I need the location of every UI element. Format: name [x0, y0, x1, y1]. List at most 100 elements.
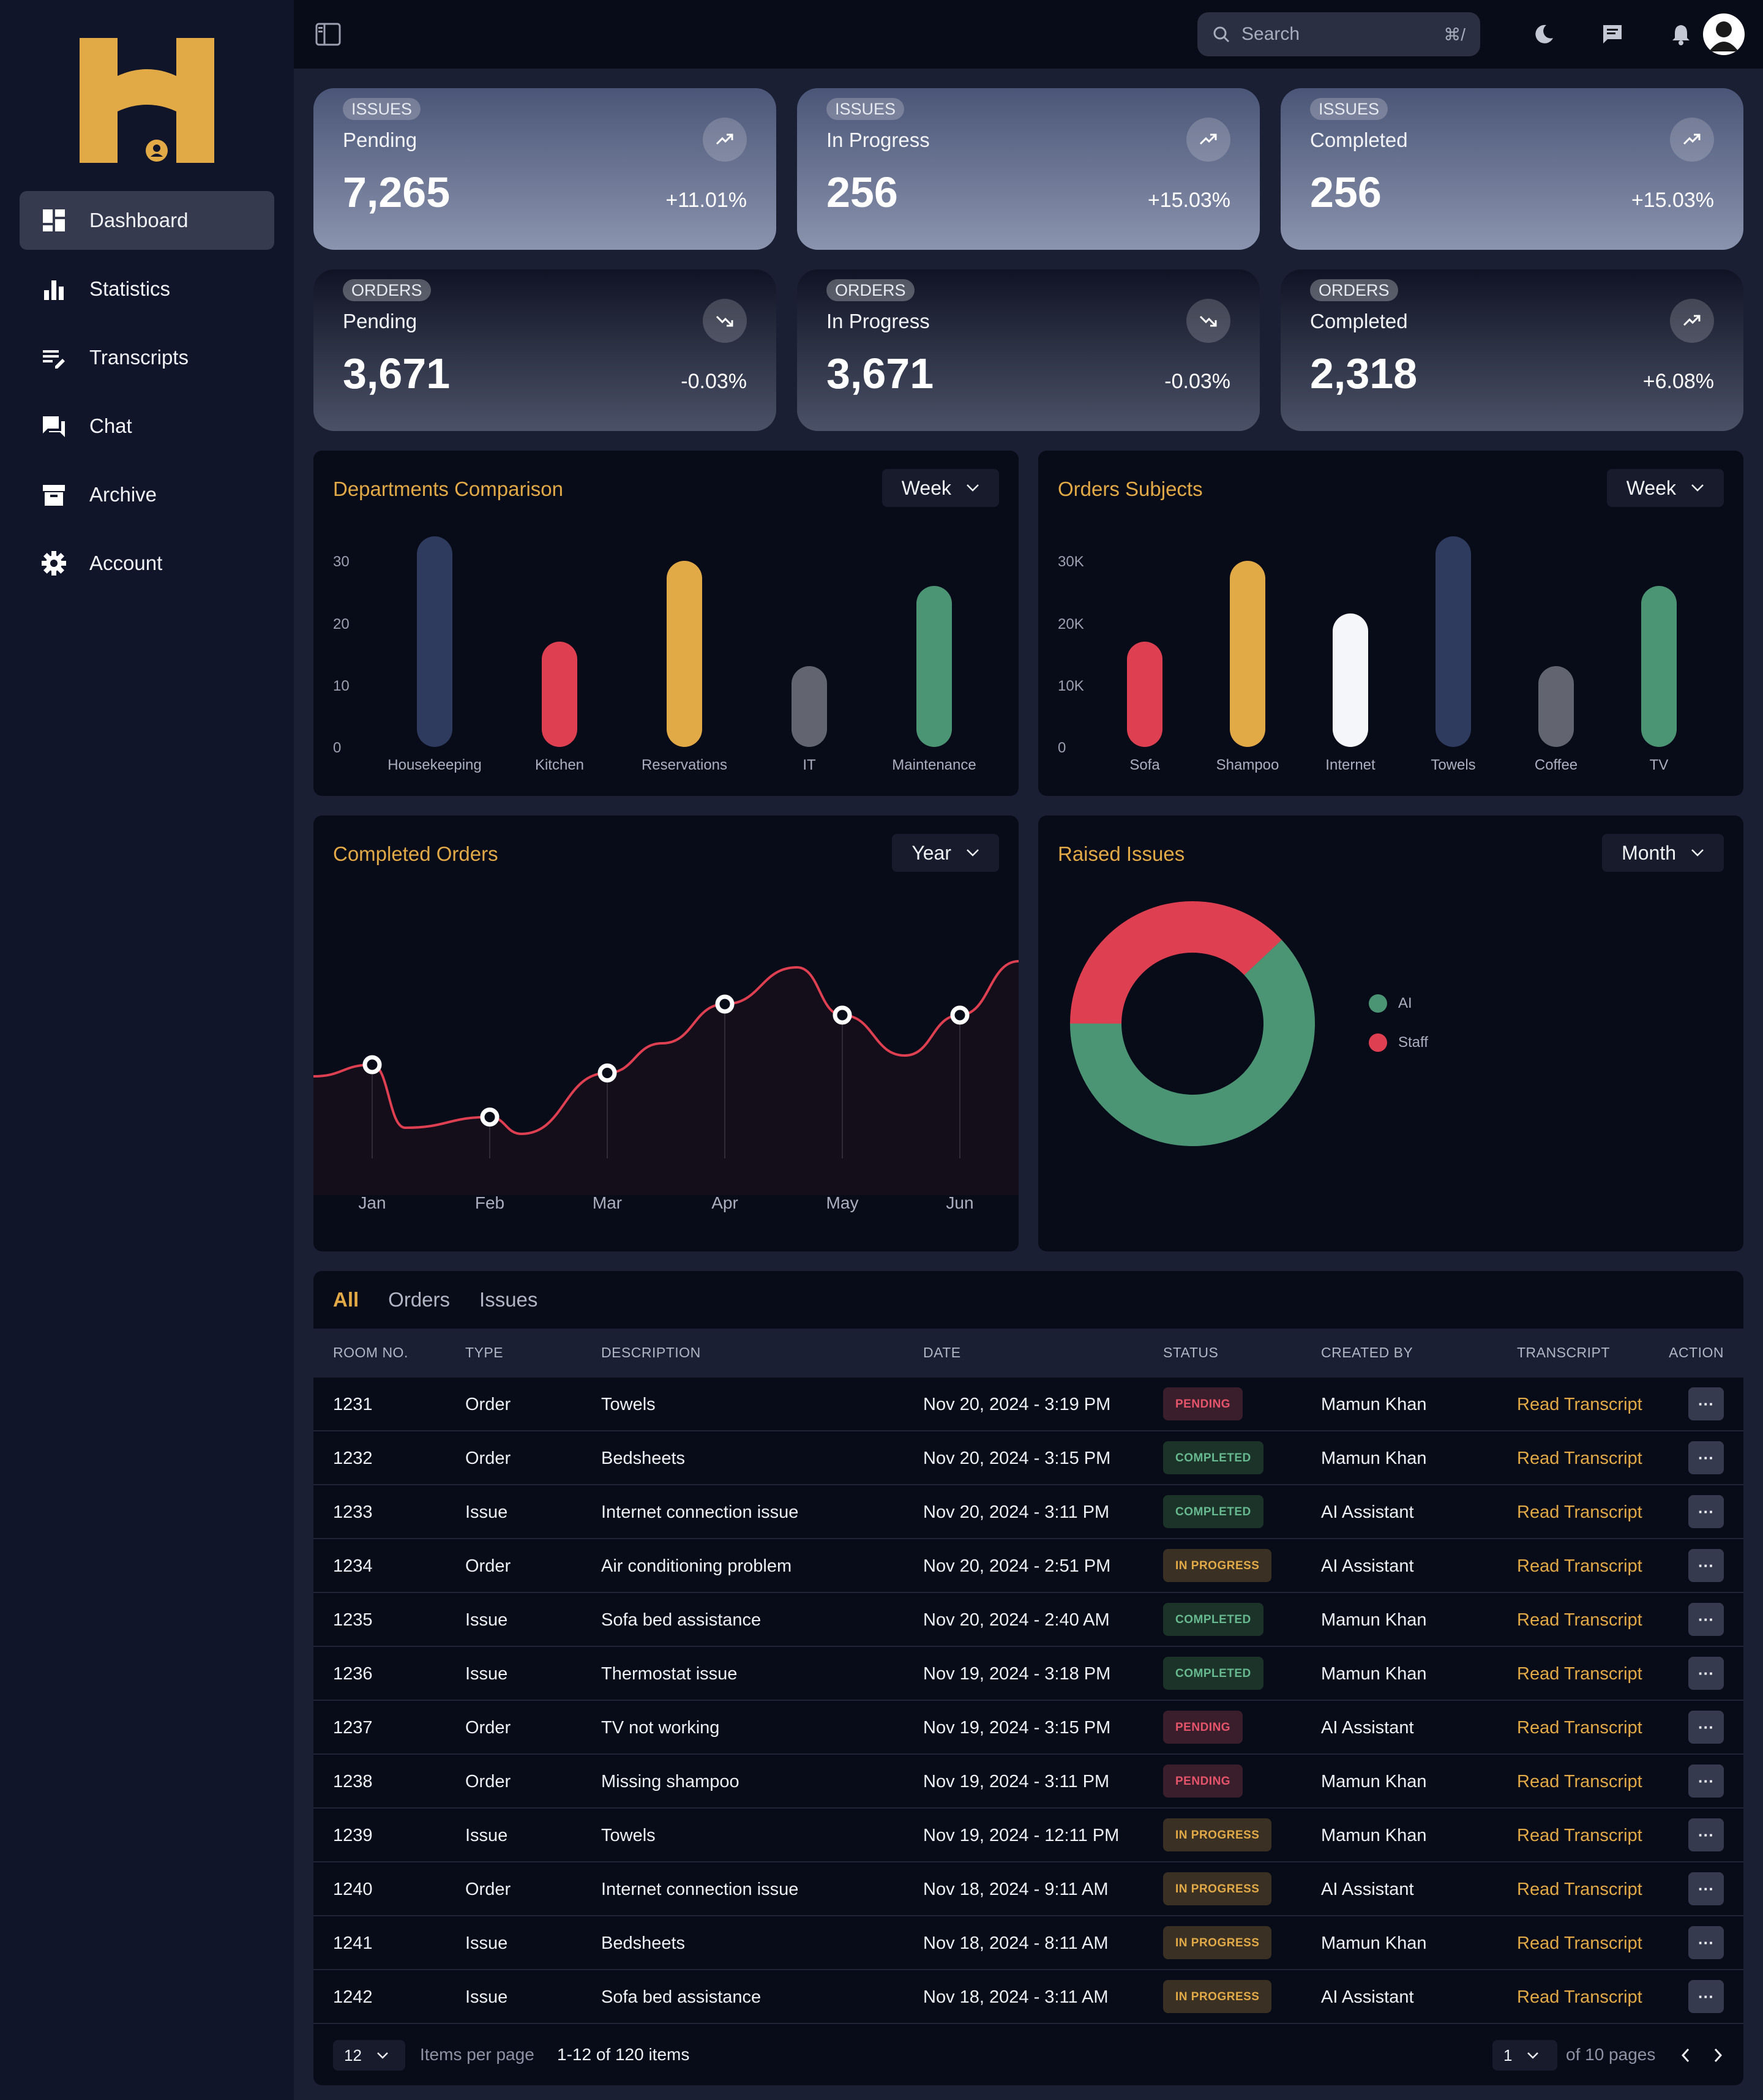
tab-all[interactable]: All [333, 1288, 359, 1311]
x-tick-label: Sofa [1129, 757, 1160, 773]
bar[interactable] [1435, 536, 1471, 747]
tab-issues[interactable]: Issues [479, 1288, 538, 1311]
row-action-button[interactable]: ··· [1688, 1764, 1724, 1798]
read-transcript-link[interactable]: Read Transcript [1517, 1664, 1642, 1684]
column-header: STATUS [1163, 1344, 1219, 1360]
bar[interactable] [1538, 666, 1574, 747]
stat-value: 256 [826, 168, 898, 216]
row-action-button[interactable]: ··· [1688, 1980, 1724, 2013]
cell-type: Issue [465, 1502, 508, 1522]
page-select[interactable]: 1 [1492, 2040, 1557, 2071]
subjects-filter-dropdown[interactable]: Week [1606, 469, 1724, 507]
raised-issues-donut-chart [1070, 901, 1315, 1146]
read-transcript-link[interactable]: Read Transcript [1517, 1987, 1642, 2007]
read-transcript-link[interactable]: Read Transcript [1517, 1772, 1642, 1791]
orders-subjects-panel: Orders Subjects Week 30K 20K 10K 0 Sofa Shamp… [1038, 451, 1743, 796]
stat-change: +15.03% [1631, 189, 1714, 212]
sidebar-item-dashboard[interactable]: Dashboard [20, 191, 274, 250]
x-tick-label: Reservations [641, 757, 728, 773]
read-transcript-link[interactable]: Read Transcript [1517, 1880, 1642, 1899]
read-transcript-link[interactable]: Read Transcript [1517, 1718, 1642, 1738]
bar[interactable] [1127, 642, 1162, 747]
bar[interactable] [792, 666, 827, 747]
cell-description: Towels [601, 1395, 656, 1414]
row-action-button[interactable]: ··· [1688, 1495, 1724, 1528]
stat-label: Pending [343, 310, 417, 332]
raised-filter-dropdown[interactable]: Month [1602, 834, 1724, 872]
bell-icon[interactable] [1668, 21, 1694, 48]
trend-up-icon[interactable] [1670, 118, 1714, 162]
cell-date: Nov 19, 2024 - 3:18 PM [923, 1664, 1111, 1684]
read-transcript-link[interactable]: Read Transcript [1517, 1502, 1642, 1522]
bar[interactable] [667, 561, 702, 747]
status-badge: IN PROGRESS [1163, 1872, 1272, 1905]
cell-type: Order [465, 1772, 511, 1791]
trend-up-icon[interactable] [1670, 299, 1714, 343]
sidebar-item-chat[interactable]: Chat [20, 397, 274, 456]
trend-down-icon[interactable] [703, 299, 747, 343]
stat-card: ISSUES In Progress 256 +15.03% [797, 88, 1260, 250]
read-transcript-link[interactable]: Read Transcript [1517, 1933, 1642, 1953]
status-badge: PENDING [1163, 1764, 1243, 1798]
chevron-left-icon[interactable] [1680, 2047, 1692, 2063]
row-action-button[interactable]: ··· [1688, 1926, 1724, 1959]
sidebar-item-transcripts[interactable]: Transcripts [20, 328, 274, 387]
sidebar-item-archive[interactable]: Archive [20, 465, 274, 524]
departments-filter-dropdown[interactable]: Week [882, 469, 999, 507]
completed-filter-dropdown[interactable]: Year [892, 834, 999, 872]
chevron-right-icon[interactable] [1712, 2047, 1724, 2063]
bar[interactable] [542, 642, 577, 747]
bar[interactable] [417, 536, 452, 747]
sidebar-toggle-icon[interactable] [315, 22, 342, 47]
column-header: TYPE [465, 1344, 504, 1360]
cell-type: Order [465, 1449, 511, 1468]
bar[interactable] [1641, 585, 1677, 747]
legend-item[interactable]: AI [1369, 994, 1412, 1013]
trend-down-icon[interactable] [1186, 299, 1230, 343]
row-action-button[interactable]: ··· [1688, 1657, 1724, 1690]
row-action-button[interactable]: ··· [1688, 1818, 1724, 1851]
stat-change: -0.03% [1164, 370, 1230, 393]
data-point [950, 1005, 970, 1025]
row-action-button[interactable]: ··· [1688, 1387, 1724, 1420]
status-badge: IN PROGRESS [1163, 1818, 1272, 1851]
avatar[interactable] [1703, 13, 1745, 55]
read-transcript-link[interactable]: Read Transcript [1517, 1610, 1642, 1630]
read-transcript-link[interactable]: Read Transcript [1517, 1556, 1642, 1576]
row-action-button[interactable]: ··· [1688, 1441, 1724, 1474]
cell-created-by: Mamun Khan [1321, 1772, 1427, 1791]
stat-value: 3,671 [343, 350, 451, 397]
cell-type: Issue [465, 1933, 508, 1953]
bar[interactable] [916, 585, 952, 747]
stat-tag: ISSUES [1310, 98, 1388, 120]
cell-room: 1231 [333, 1395, 373, 1414]
read-transcript-link[interactable]: Read Transcript [1517, 1826, 1642, 1845]
row-action-button[interactable]: ··· [1688, 1549, 1724, 1582]
messages-icon[interactable] [1599, 21, 1626, 48]
row-action-button[interactable]: ··· [1688, 1872, 1724, 1905]
trend-up-icon[interactable] [1186, 118, 1230, 162]
sidebar-item-statistics[interactable]: Statistics [20, 260, 274, 318]
read-transcript-link[interactable]: Read Transcript [1517, 1395, 1642, 1414]
table-row: 1240 Order Internet connection issue Nov 18… [313, 1862, 1743, 1916]
search-input[interactable]: Search ⌘/ [1197, 12, 1480, 56]
y-tick-label: 20K [1058, 615, 1084, 632]
cell-created-by: Mamun Khan [1321, 1933, 1427, 1953]
tab-orders[interactable]: Orders [388, 1288, 451, 1311]
cell-description: Sofa bed assistance [601, 1987, 762, 2007]
sidebar-item-account[interactable]: Account [20, 534, 274, 593]
per-page-select[interactable]: 12 [333, 2040, 405, 2071]
bar[interactable] [1230, 561, 1265, 747]
stat-label: Pending [343, 129, 417, 151]
moon-icon[interactable] [1530, 21, 1557, 48]
row-action-button[interactable]: ··· [1688, 1711, 1724, 1744]
row-action-button[interactable]: ··· [1688, 1603, 1724, 1636]
bar[interactable] [1333, 613, 1368, 747]
read-transcript-link[interactable]: Read Transcript [1517, 1449, 1642, 1468]
trend-up-icon[interactable] [703, 118, 747, 162]
x-tick-label: Coffee [1534, 757, 1578, 773]
search-icon [1213, 26, 1230, 43]
y-tick-label: 0 [333, 740, 342, 756]
x-tick-label: Internet [1325, 757, 1376, 773]
legend-item[interactable]: Staff [1369, 1033, 1428, 1052]
